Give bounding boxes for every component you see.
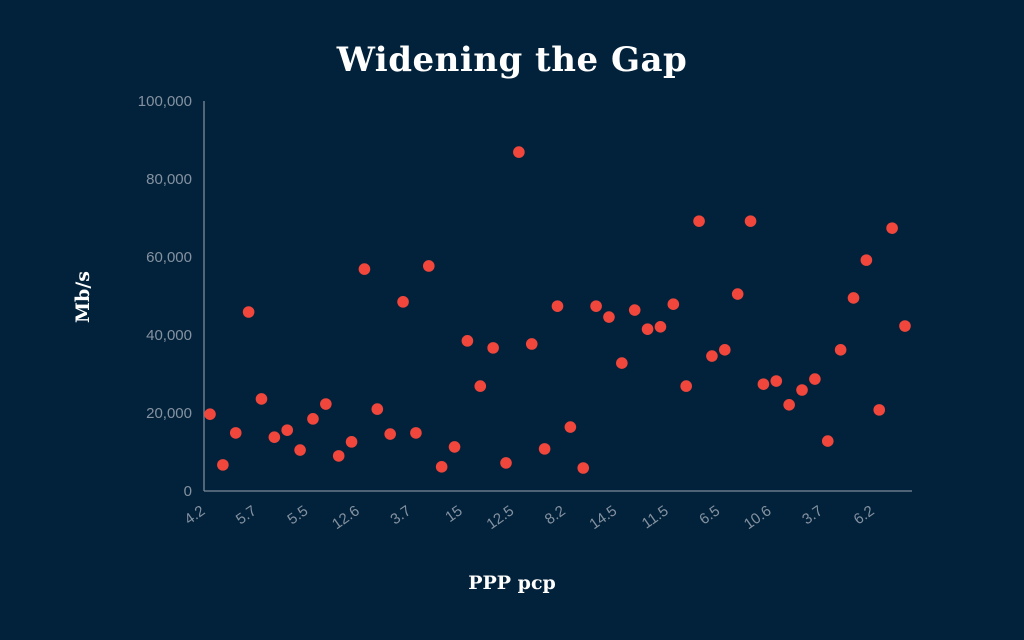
data-point (268, 431, 281, 443)
data-point (281, 424, 294, 436)
data-point (525, 338, 538, 350)
data-point (667, 298, 680, 310)
x-tick-label: 4.2 (181, 502, 208, 528)
x-tick-label: 10.6 (741, 502, 775, 533)
x-tick-label: 12.5 (484, 502, 518, 533)
y-tick-label: 40,000 (146, 327, 192, 344)
data-point (422, 260, 435, 272)
data-point (693, 215, 705, 227)
data-point (384, 428, 396, 440)
data-point (719, 344, 731, 356)
data-point (448, 441, 461, 453)
y-tick-label: 80,000 (146, 171, 192, 188)
data-point (731, 288, 744, 300)
data-point (204, 408, 216, 420)
y-tick-label: 60,000 (146, 249, 192, 266)
data-point (242, 306, 255, 318)
x-tick-label: 5.5 (284, 502, 311, 528)
data-point (538, 443, 551, 455)
data-point (590, 300, 602, 312)
data-point (886, 222, 898, 234)
x-tick-label: 14.5 (586, 502, 620, 533)
data-point (860, 254, 873, 266)
data-point (255, 393, 268, 405)
data-point (873, 404, 886, 416)
data-point (603, 311, 615, 323)
data-point (706, 350, 718, 362)
data-point (320, 398, 332, 410)
data-point (616, 357, 628, 369)
data-point (783, 399, 795, 411)
data-point (513, 146, 525, 158)
x-tick-label: 15 (442, 502, 465, 525)
data-point (435, 461, 448, 473)
data-point (294, 444, 306, 456)
data-point (474, 380, 487, 392)
data-point (770, 375, 783, 387)
data-point (744, 215, 757, 227)
data-point (564, 421, 577, 433)
data-point (834, 344, 847, 356)
y-tick-label: 20,000 (146, 405, 192, 422)
data-point (628, 304, 641, 316)
x-tick-label: 11.5 (639, 502, 672, 532)
x-tick-label: 5.7 (233, 502, 260, 528)
data-point (358, 263, 371, 275)
y-tick-label: 0 (184, 483, 192, 500)
data-point (345, 436, 358, 448)
x-axis-label: PPP pcp (468, 572, 556, 594)
y-tick-label: 100,000 (138, 93, 192, 110)
data-point (796, 384, 808, 396)
data-point (809, 373, 821, 385)
x-tick-label: 6.2 (851, 502, 878, 528)
data-point (410, 427, 422, 439)
data-point (847, 292, 860, 304)
x-tick-label: 3.7 (387, 502, 414, 528)
data-point (654, 321, 667, 333)
data-point (461, 335, 474, 347)
data-point (307, 413, 319, 425)
data-point (371, 403, 384, 415)
data-point (229, 427, 242, 439)
chart-title: Widening the Gap (336, 40, 688, 80)
data-point (821, 435, 834, 447)
data-point (487, 342, 499, 354)
data-point (500, 457, 512, 469)
x-tick-label: 3.7 (799, 502, 826, 528)
data-point (757, 378, 770, 390)
x-tick-label: 6.5 (696, 502, 723, 528)
data-point (577, 462, 590, 474)
data-point (332, 450, 345, 462)
data-point (217, 459, 229, 471)
data-point (397, 296, 409, 308)
x-tick-label: 12.6 (329, 502, 363, 533)
data-point (899, 320, 911, 332)
data-point (680, 380, 692, 392)
data-point (641, 323, 654, 335)
data-point (551, 300, 564, 312)
x-tick-label: 8.2 (542, 502, 569, 528)
